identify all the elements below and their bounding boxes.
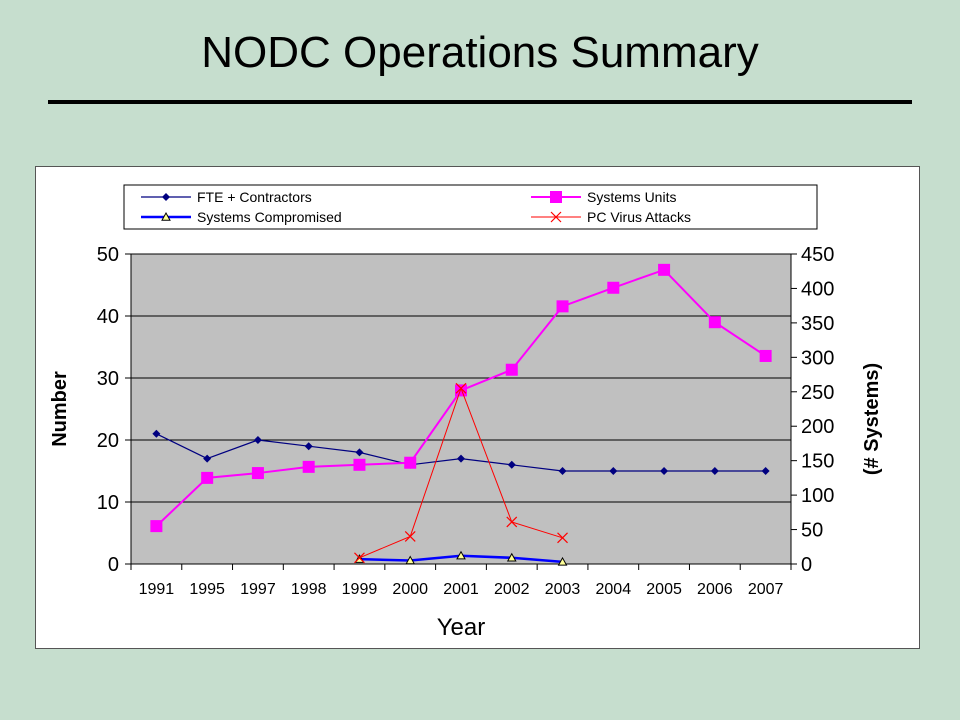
y-tick-label: 10 [97,492,119,514]
data-point [558,467,567,475]
data-point [609,467,618,475]
x-tick-label: 1997 [240,581,276,598]
x-tick-label: 2000 [392,581,428,598]
chart-legend: FTE + Contractors Systems Units Systems Co… [123,184,818,230]
data-point [353,458,366,471]
y-axis-label: Number [49,371,71,447]
data-point [404,456,417,469]
data-point [150,520,163,533]
series-systems-compromised [354,550,568,566]
data-point [302,460,315,473]
line-chart: FTE + Contractors Systems Units Systems Co… [49,184,883,641]
data-point [251,467,264,480]
x-tick-label: 2007 [748,581,784,598]
x-tick-label: 2004 [596,581,632,598]
y-tick-label: 50 [97,244,119,266]
y2-tick-label: 450 [801,244,834,266]
y2-tick-label: 150 [801,451,834,473]
data-point [201,471,214,484]
x-tick-label: 1995 [189,581,225,598]
y2-tick-label: 200 [801,416,834,438]
data-point [507,460,516,469]
legend-item: Systems Compromised [141,209,342,225]
legend-label: FTE + Contractors [197,189,312,205]
x-tick-label: 2005 [646,581,682,598]
legend-item: PC Virus Attacks [531,209,691,225]
data-point [506,552,517,562]
data-point [557,556,568,566]
data-point [354,552,365,564]
slide-title: NODC Operations Summary [201,28,759,77]
data-point [557,532,568,544]
x-tick-label: 2003 [545,581,581,598]
legend-label: PC Virus Attacks [587,209,691,225]
legend-label: Systems Units [587,189,676,205]
data-point [355,448,364,457]
legend-swatch-marker [550,191,562,203]
chart-container: FTE + Contractors Systems Units Systems Co… [35,166,920,649]
data-point [759,349,772,362]
series-systems-units [150,263,772,533]
y2-axis-label: (# Systems) [861,363,883,475]
x-tick-label: 2002 [494,581,530,598]
series-fte-contractors [152,429,770,475]
data-point [455,382,467,394]
x-axis-label: Year [437,614,486,641]
y-tick-label: 0 [108,554,119,576]
x-tick-label: 1991 [139,581,175,598]
x-tick-label: 2006 [697,581,733,598]
title-divider [48,100,912,104]
legend-swatch-marker [161,211,171,221]
data-point [455,384,467,397]
x-tick-label: 2001 [443,581,479,598]
plot-area [130,253,792,565]
y2-tick-label: 100 [801,485,834,507]
x-tick-label: 1998 [291,581,327,598]
data-point [506,516,518,528]
data-point [708,316,721,329]
legend-label: Systems Compromised [197,209,342,225]
y2-tick-label: 250 [801,382,834,404]
gridlines [131,253,791,503]
y2-tick-label: 400 [801,278,834,300]
legend-item: Systems Units [531,189,676,205]
y-tick-label: 40 [97,306,119,328]
data-point [203,454,212,463]
x-tick-label: 1999 [342,581,378,598]
y2-tick-label: 50 [801,520,823,542]
y2-tick-label: 350 [801,313,834,335]
data-point [404,531,416,542]
data-point [607,281,620,294]
data-point [457,454,465,463]
data-point [660,467,669,475]
legend-box [123,184,818,230]
y2-tick-label: 0 [801,554,812,576]
data-point [710,467,719,475]
series-pc-virus-attacks [354,382,568,564]
data-point [152,429,161,438]
legend-swatch-marker [162,193,170,201]
y2-tick-label: 300 [801,347,834,369]
data-point [456,550,466,560]
axes: 0 10 20 30 40 50 0 50 100 150 200 250 300 350 400 450 19… [97,244,835,598]
data-point [761,467,770,475]
data-point [505,363,518,376]
data-point [304,442,313,451]
y-tick-label: 20 [97,430,119,452]
data-point [556,300,569,313]
data-point [253,436,262,444]
legend-swatch-marker [550,211,562,223]
data-point [658,263,671,276]
data-point [405,555,416,565]
series-layer [150,263,772,566]
y-tick-label: 30 [97,368,119,390]
legend-item: FTE + Contractors [141,189,312,205]
